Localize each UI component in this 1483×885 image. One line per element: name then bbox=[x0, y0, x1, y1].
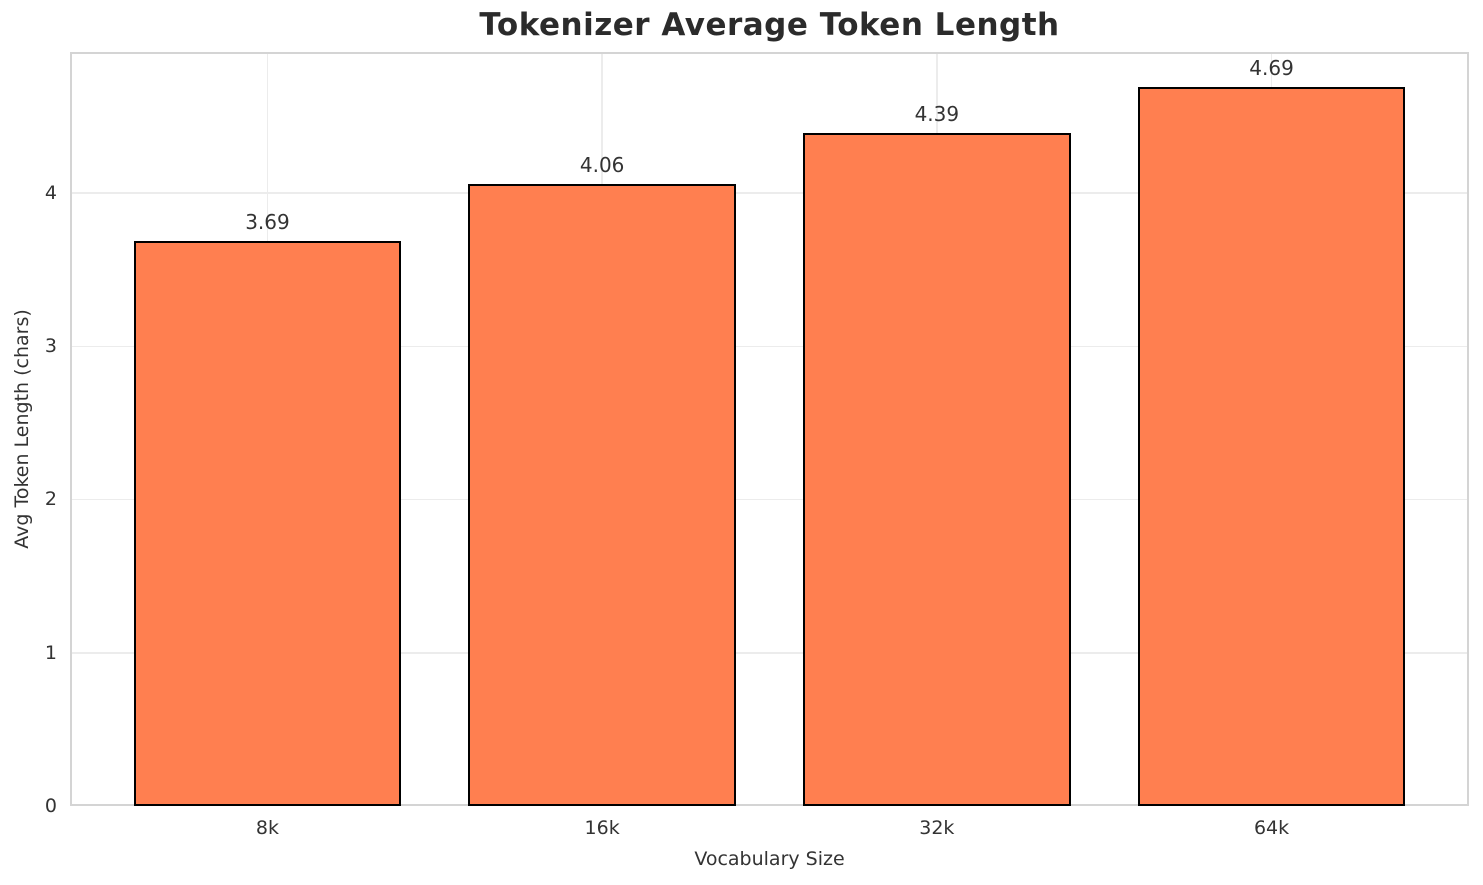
bar-64k bbox=[1137, 87, 1406, 806]
bar-8k bbox=[133, 240, 402, 806]
bar-16k bbox=[468, 183, 737, 806]
x-tick-label-64k: 64k bbox=[1253, 817, 1290, 839]
bar-value-label: 3.69 bbox=[245, 209, 290, 234]
y-tick-label: 0 bbox=[44, 795, 57, 817]
y-tick-label: 4 bbox=[44, 181, 57, 204]
gridline-horizontal bbox=[70, 498, 1469, 501]
chart-title: Tokenizer Average Token Length bbox=[479, 7, 1060, 43]
bar-value-label: 4.06 bbox=[579, 152, 625, 177]
bar-32k bbox=[802, 133, 1071, 806]
y-tick-label: 1 bbox=[44, 641, 57, 664]
gridline-horizontal bbox=[70, 652, 1469, 654]
x-tick-label-32k: 32k bbox=[919, 817, 955, 839]
gridline-horizontal bbox=[70, 345, 1469, 347]
plot-area: 3.69 4.06 4.39 4.69 bbox=[70, 52, 1469, 806]
bar-value-label: 4.69 bbox=[1249, 56, 1294, 81]
x-tick-label-8k: 8k bbox=[255, 817, 279, 839]
bar-value-label: 4.39 bbox=[914, 102, 960, 127]
x-axis-label: Vocabulary Size bbox=[694, 848, 845, 870]
gridline-horizontal bbox=[70, 192, 1469, 194]
y-tick-label: 2 bbox=[44, 488, 57, 511]
x-tick-label-16k: 16k bbox=[584, 817, 620, 839]
y-tick-label: 3 bbox=[44, 335, 57, 358]
